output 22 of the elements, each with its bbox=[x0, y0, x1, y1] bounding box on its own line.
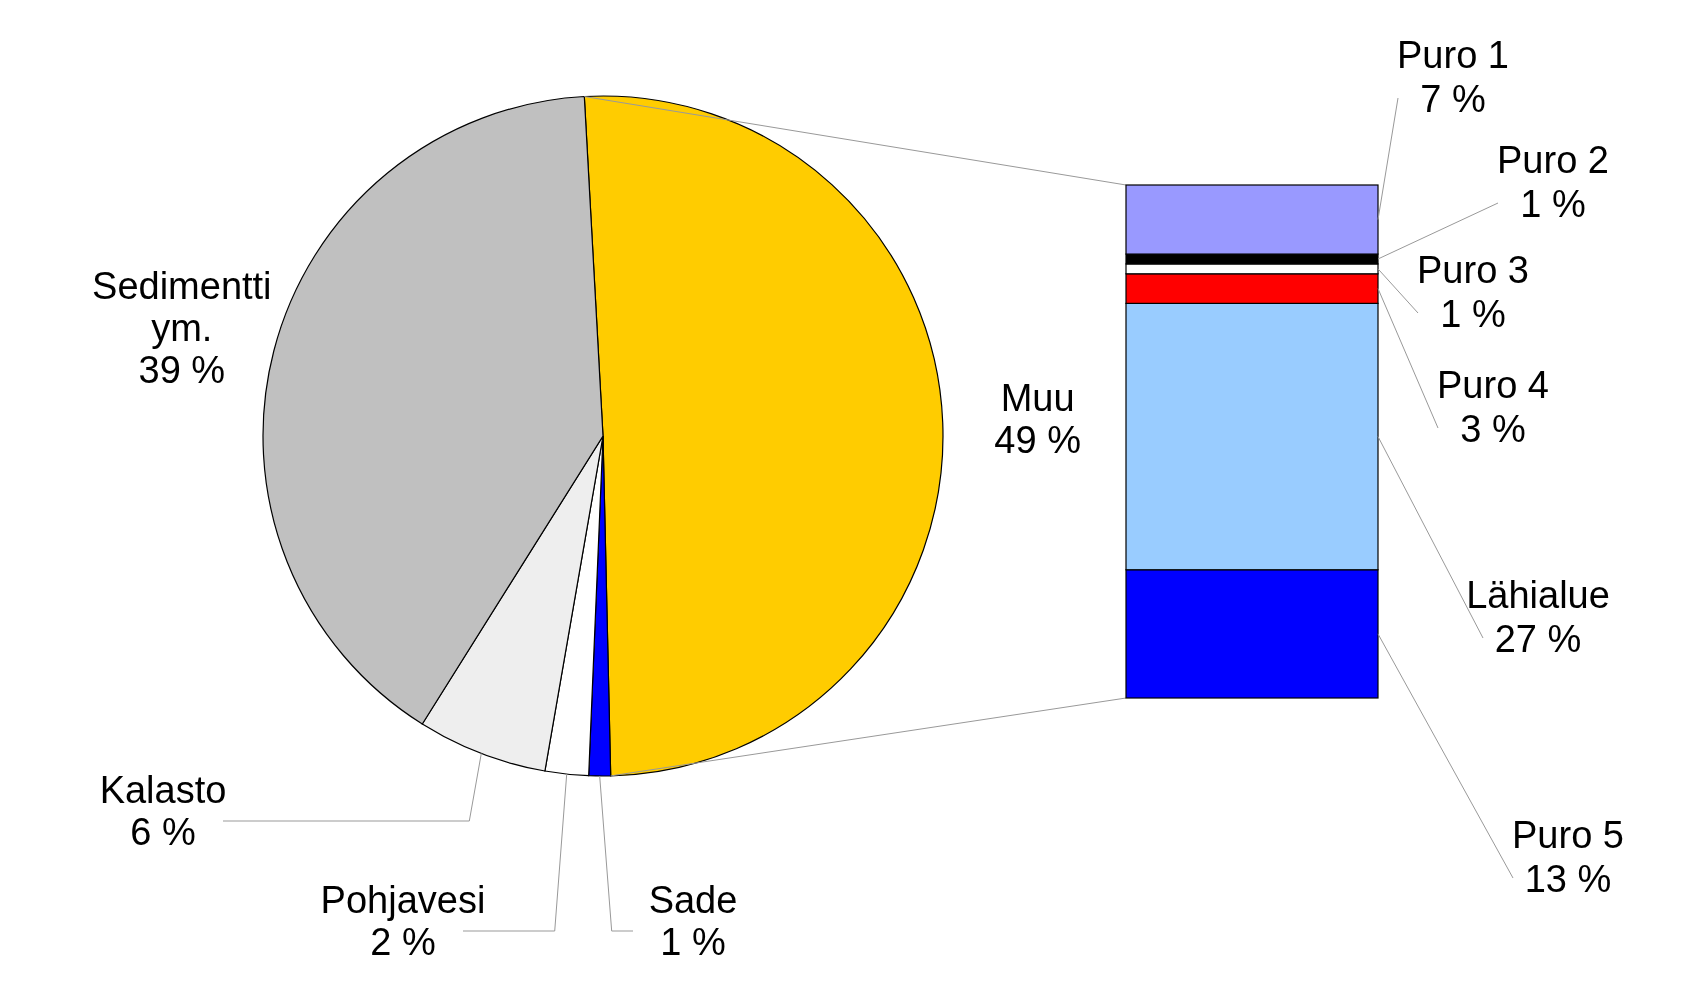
slice-label: Pohjavesi bbox=[320, 879, 486, 921]
data-label: 3 % bbox=[1460, 408, 1526, 450]
data-label: 6 % bbox=[130, 811, 196, 853]
data-label: 1 % bbox=[660, 921, 726, 963]
data-label: 7 % bbox=[1420, 78, 1486, 120]
series-label: Puro 3 bbox=[1417, 249, 1529, 291]
slice-label: Kalasto bbox=[99, 769, 227, 811]
text: Puro 5 bbox=[1512, 814, 1624, 856]
text: Puro 1 bbox=[1397, 34, 1509, 76]
data-label: 13 % bbox=[1524, 858, 1612, 900]
data-label: 39 % bbox=[138, 349, 226, 392]
slice-label: Muu bbox=[1000, 377, 1075, 420]
data-label: 27 % bbox=[1494, 618, 1582, 660]
slice-label: Sedimentti ym. bbox=[92, 265, 272, 350]
text: Puro 4 bbox=[1437, 364, 1549, 406]
data-label: 2 % bbox=[370, 921, 436, 963]
data-label: 1 % bbox=[1520, 183, 1586, 225]
data-label: 1 % bbox=[1440, 293, 1506, 335]
text: Lähialue bbox=[1466, 574, 1610, 616]
data-label: 49 % bbox=[994, 419, 1081, 462]
text: Puro 2 bbox=[1497, 139, 1609, 181]
slice-label: Sade bbox=[648, 879, 738, 921]
